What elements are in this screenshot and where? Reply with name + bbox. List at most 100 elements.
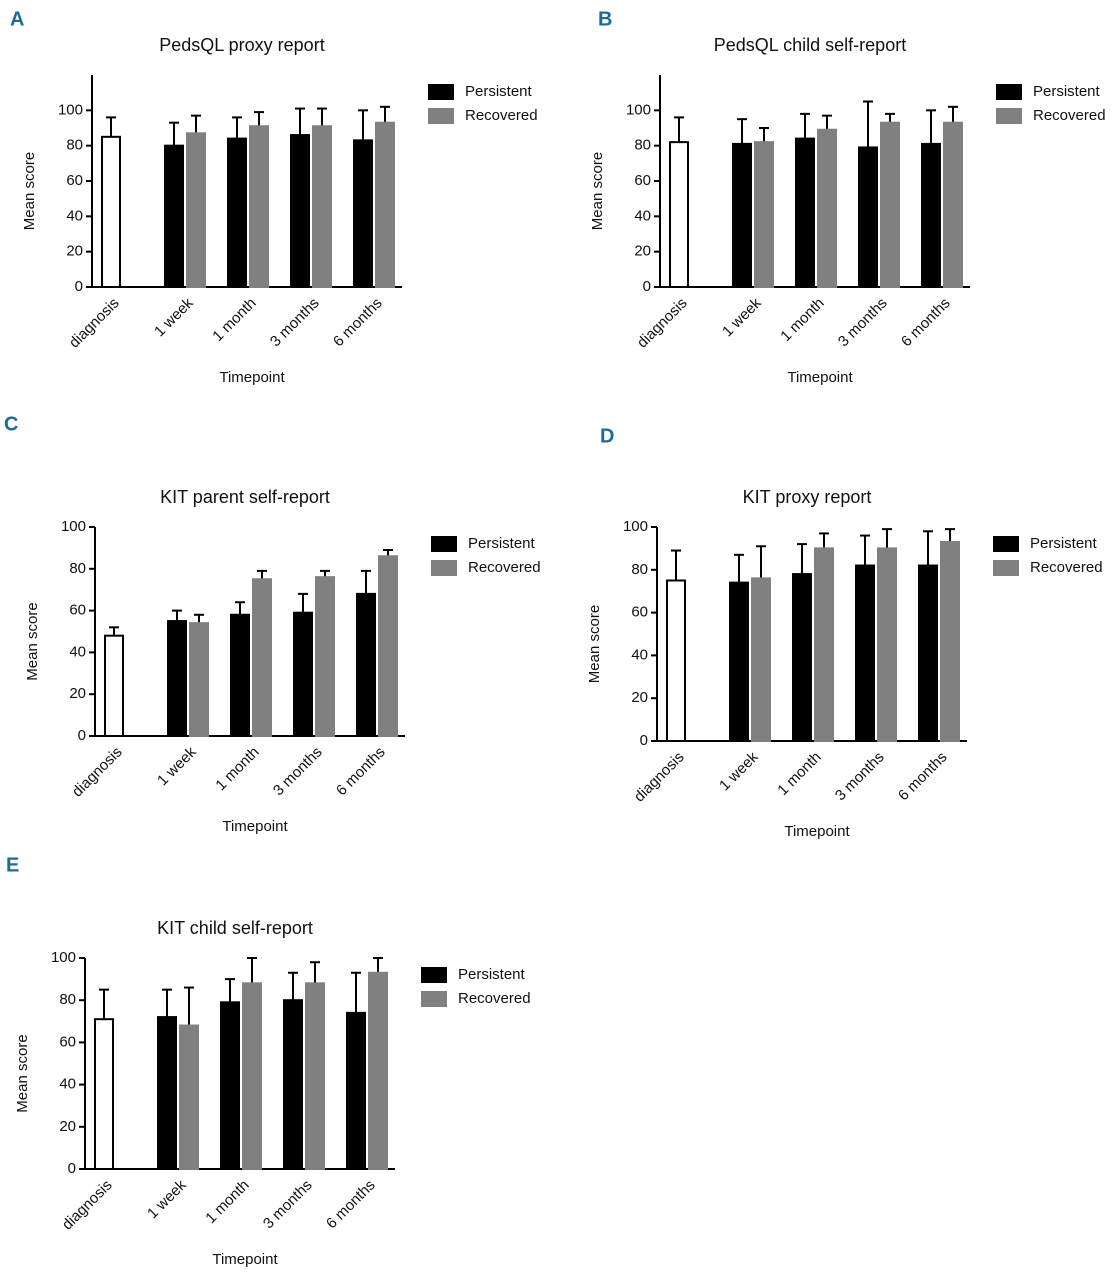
bar [293,611,313,737]
y-tick-label: 100 [623,518,648,535]
bar [855,564,875,743]
chart-title: PedsQL child self-report [714,35,906,55]
legend-label: Recovered [468,559,541,576]
y-tick-label: 80 [66,137,83,154]
x-tick-label: 6 months [323,1177,379,1233]
chart-title: KIT parent self-report [160,487,330,507]
bar [751,577,771,742]
legend-label: Recovered [458,990,531,1007]
legend-swatch [993,560,1019,576]
bar [795,137,815,288]
y-tick-label: 60 [59,1033,76,1050]
x-tick-label: 3 months [267,295,323,351]
y-axis-label: Mean score [24,602,41,680]
bar [858,146,878,288]
bar [877,547,897,743]
x-tick-label: 1 month [209,295,259,345]
bar [283,999,303,1171]
x-tick-label: 3 months [270,744,326,800]
bar [315,576,335,737]
bar [918,564,938,743]
x-tick-label: diagnosis [59,1177,116,1234]
legend-label: Persistent [1033,83,1101,100]
bar [227,137,247,288]
bar [186,132,206,288]
y-tick-label: 100 [61,518,86,535]
y-tick-label: 100 [58,101,83,118]
bar [164,144,184,288]
panel-label: E [6,854,19,876]
y-axis-label: Mean score [14,1034,31,1112]
bar [353,139,373,288]
y-tick-label: 0 [643,278,651,295]
x-tick-label: 1 month [777,295,827,345]
y-tick-label: 80 [631,561,648,578]
legend-swatch [421,967,447,983]
bar [290,134,310,288]
x-tick-label: 1 month [202,1177,252,1227]
bar [220,1001,240,1170]
legend-label: Persistent [458,966,526,983]
bar [378,555,398,738]
legend-swatch [421,991,447,1007]
bar [312,125,332,288]
x-tick-label: 3 months [260,1177,316,1233]
y-tick-label: 60 [69,602,86,619]
x-tick-label: 1 week [154,743,200,789]
y-tick-label: 40 [634,207,651,224]
legend-swatch [996,108,1022,124]
bar [157,1016,177,1171]
x-tick-label: 1 month [212,744,262,794]
bar [305,982,325,1170]
panel-label: B [598,8,612,30]
legend-swatch [431,560,457,576]
legend-label: Persistent [468,535,536,552]
bar [943,121,963,288]
y-tick-label: 80 [69,560,86,577]
y-axis-label: Mean score [589,152,606,230]
y-tick-label: 20 [69,685,86,702]
y-tick-label: 80 [634,137,651,154]
y-tick-label: 0 [68,1160,76,1177]
x-tick-label: diagnosis [69,744,126,801]
y-tick-label: 100 [626,101,651,118]
x-tick-label: 3 months [835,295,891,351]
legend-swatch [993,536,1019,552]
y-tick-label: 40 [631,646,648,663]
bar [817,128,837,288]
x-tick-label: 6 months [898,295,954,351]
bar [179,1024,199,1171]
bar [346,1011,366,1170]
diagnosis-bar [101,135,121,288]
x-tick-label: diagnosis [634,295,691,352]
bar [754,141,774,288]
bar [792,573,812,743]
y-tick-label: 0 [78,727,86,744]
x-tick-label: diagnosis [66,295,123,352]
bar [732,142,752,288]
y-tick-label: 100 [51,949,76,966]
x-tick-label: 3 months [832,749,888,805]
y-tick-label: 40 [66,207,83,224]
y-tick-label: 20 [634,243,651,260]
legend-swatch [431,536,457,552]
diagnosis-bar [104,634,124,737]
y-tick-label: 0 [640,732,648,749]
x-tick-label: 6 months [333,744,389,800]
legend-label: Persistent [465,83,533,100]
chart-title: KIT child self-report [157,918,313,938]
bar [356,592,376,737]
diagnosis-bar [666,579,686,742]
legend-swatch [428,108,454,124]
diagnosis-bar [94,1018,114,1170]
y-axis-label: Mean score [586,605,603,683]
bar [729,581,749,743]
legend-label: Recovered [1030,559,1103,576]
y-tick-label: 20 [631,689,648,706]
x-axis-label: Timepoint [222,818,288,835]
y-axis-label: Mean score [21,152,38,230]
bar [252,578,272,737]
diagnosis-bar [669,141,689,288]
x-axis-label: Timepoint [219,369,285,386]
